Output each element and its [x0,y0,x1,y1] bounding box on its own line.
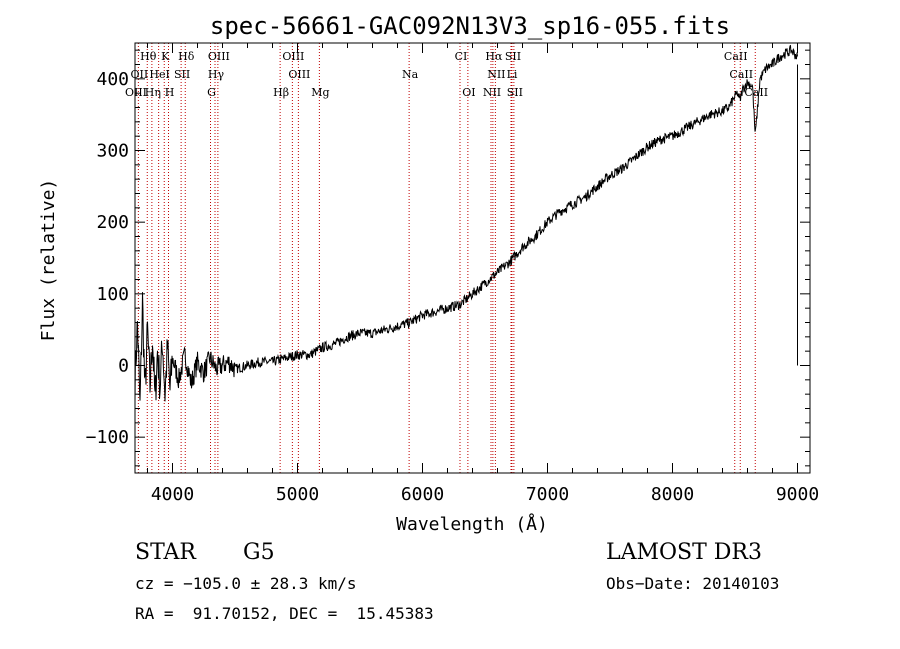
line-label-na: Na [402,68,419,81]
object-subclass: G5 [243,540,275,565]
x-tick-label: 9000 [776,484,819,505]
line-label-h: H [165,86,175,99]
line-label-nii: NII [487,68,505,81]
x-tick-label: 5000 [276,484,319,505]
line-label-ci: CI [455,50,468,63]
emission-line-markers [134,43,756,473]
redshift-velocity: cz = −105.0 ± 28.3 km/s [135,574,357,593]
line-label-li: Li [507,68,518,81]
line-label-k: K [161,50,170,63]
x-tick-label: 7000 [526,484,569,505]
plot-axes: 4000 5000 6000 7000 8000 9000 −100 0 100 200 300 40… [86,42,819,505]
line-label-caii: CaII [744,86,768,99]
coordinates: RA = 91.70152, DEC = 15.45383 [135,604,434,623]
y-tick-label: 0 [118,356,129,377]
line-label-nii: NII [483,86,501,99]
x-tick-label: 4000 [151,484,194,505]
x-tick-label: 6000 [401,484,444,505]
line-label-hα: Hα [485,50,503,63]
y-tick-label: 200 [96,212,129,233]
line-label-mg: Mg [311,86,329,99]
spectrum-line [134,44,798,402]
y-axis-label: Flux (relative) [38,179,59,342]
x-tick-label: 8000 [651,484,694,505]
line-label-caii: CaII [724,50,748,63]
line-label-oiii: OIII [125,86,147,99]
line-label-hθ: Hθ [140,50,157,63]
line-label-hγ: Hγ [208,68,225,81]
plot-frame [134,42,811,474]
line-label-oiii: OIII [208,50,230,63]
line-label-oi: OI [462,86,475,99]
line-label-hβ: Hβ [273,86,289,99]
y-tick-label: 100 [96,284,129,305]
line-label-sii: SII [174,68,190,81]
observation-date: Obs−Date: 20140103 [606,574,780,593]
line-label-hei: HeI [149,68,169,81]
line-label-sii: SII [507,86,523,99]
chart-title: spec-56661-GAC092N13V3_sp16-055.fits [210,12,730,40]
y-tick-label: −100 [86,427,129,448]
line-label-caii: CaII [729,68,753,81]
object-class: STAR [135,540,196,565]
spectrum-series [134,44,798,402]
survey-name: LAMOST DR3 [606,540,762,565]
line-label-oiii: OIII [282,50,304,63]
line-label-hδ: Hδ [178,50,195,63]
y-tick-label: 400 [96,69,129,90]
line-label-g: G [207,86,216,99]
line-label-sii: SII [505,50,521,63]
line-label-hη: Hη [145,86,161,99]
line-label-oiii: OIII [288,68,310,81]
x-axis-label: Wavelength (Å) [396,513,548,535]
y-tick-label: 300 [96,141,129,162]
